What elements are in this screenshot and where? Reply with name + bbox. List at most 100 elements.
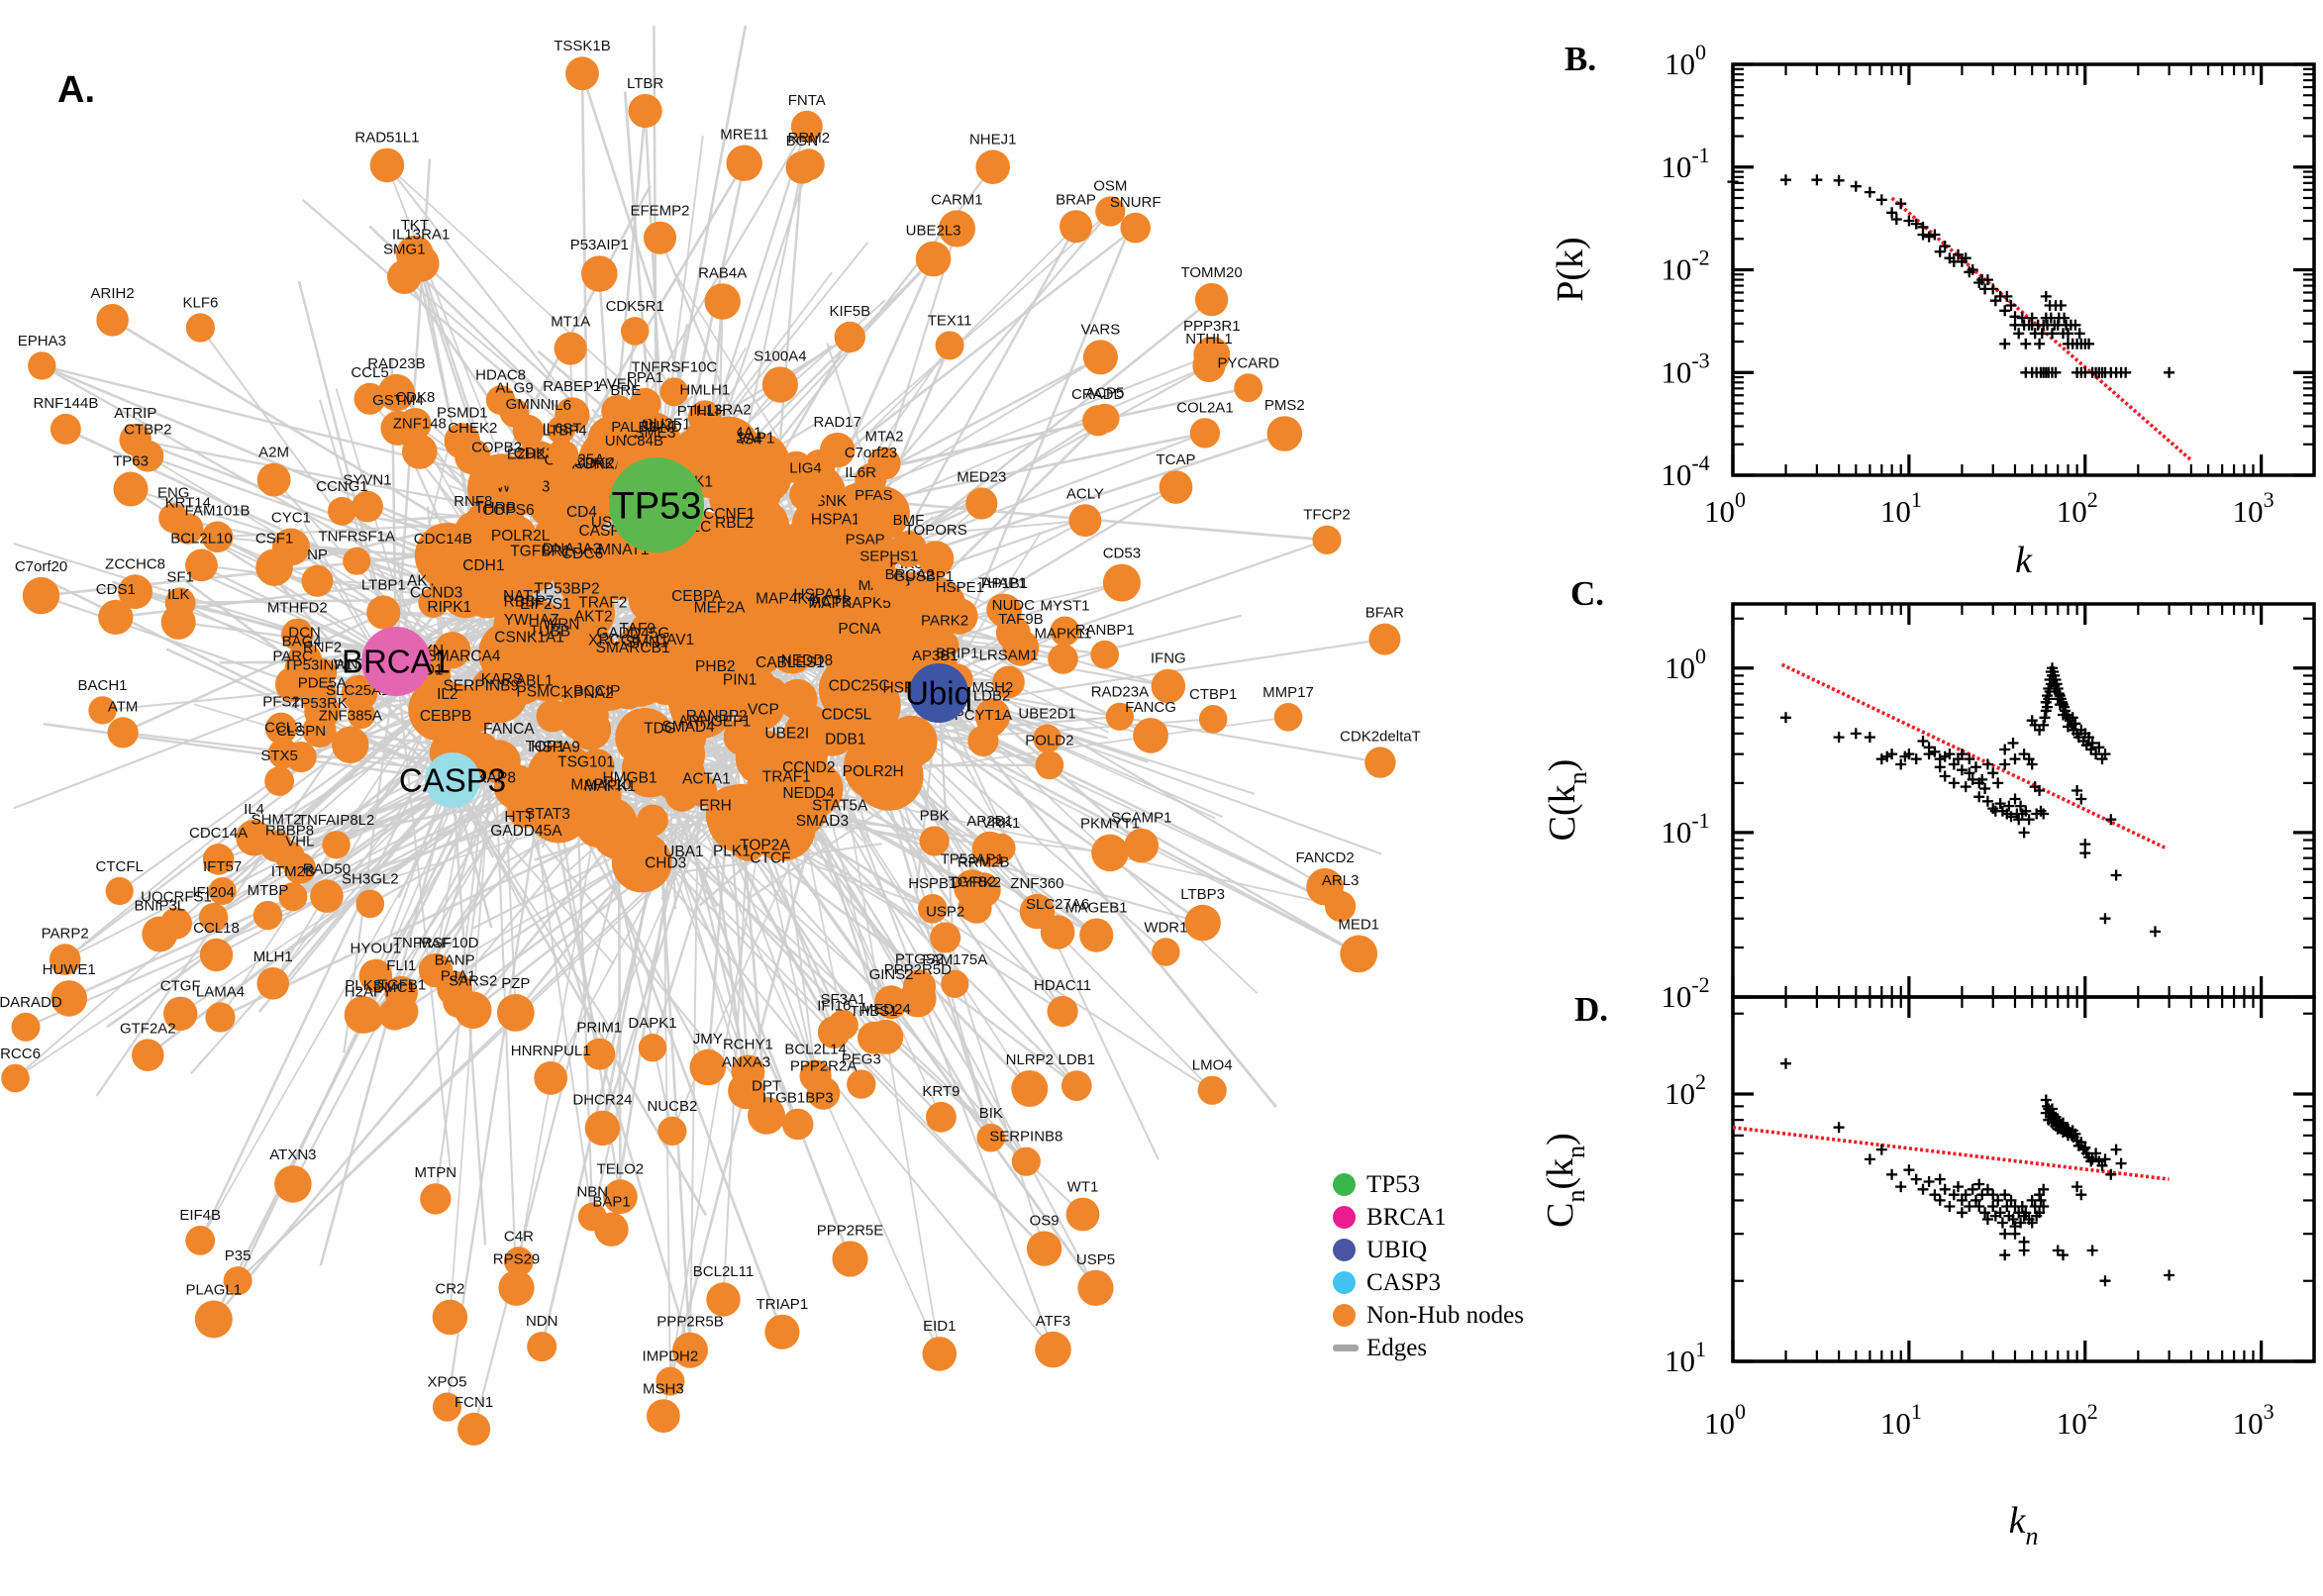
- gene-label: CYC1: [271, 510, 311, 527]
- gene-label: ABL1: [516, 673, 554, 690]
- fit-line: [1732, 1125, 2170, 1181]
- gene-node: [444, 423, 480, 459]
- core-node: [452, 552, 495, 596]
- gene-label: UQCRFS1: [141, 889, 212, 906]
- gene-label: KPNA2: [563, 685, 614, 702]
- gene-node: [283, 851, 316, 884]
- gene-label: RAD51L1: [354, 130, 419, 147]
- axis-ticks: [1731, 604, 2314, 999]
- gene-label: CCL5: [351, 364, 388, 381]
- gene-node: [201, 521, 234, 553]
- gene-node: [656, 1366, 685, 1396]
- gene-label: MAPK10: [570, 776, 632, 793]
- gene-label: RNF144B: [33, 395, 98, 412]
- gene-label: SH3GL2: [342, 871, 399, 888]
- gene-label: BRIP1: [936, 645, 978, 661]
- gene-label: KRT14: [165, 494, 211, 511]
- y-tick-label: 101: [1665, 1337, 1706, 1378]
- gene-label: GADD45G: [596, 626, 669, 643]
- gene-label: BFAR: [1365, 605, 1404, 622]
- y-tick-label: 10-1: [1661, 143, 1709, 184]
- gene-label: DDB1: [825, 731, 865, 748]
- x-tick-label: 103: [2233, 1399, 2274, 1441]
- gene-node: [264, 712, 298, 745]
- gene-node: [322, 831, 351, 859]
- gene-node: [11, 1012, 41, 1042]
- gene-node: [424, 549, 462, 587]
- gene-label: JMY: [693, 1031, 723, 1047]
- core-node: [738, 533, 772, 567]
- core-node: [677, 617, 712, 651]
- gene-label: RAD17: [814, 414, 861, 431]
- gene-label: PPP2R5D: [884, 961, 953, 978]
- hub-label-tp53: TP53: [612, 485, 702, 527]
- gene-node: [352, 490, 383, 523]
- gene-node: [1102, 563, 1141, 602]
- gene-label: SF1: [166, 568, 194, 585]
- gene-node: [1011, 1070, 1049, 1107]
- gene-node: [603, 1179, 638, 1215]
- gene-label: RABEP1: [543, 378, 601, 395]
- x-tick-label: 101: [1880, 1399, 1922, 1441]
- gene-node: [1026, 1231, 1062, 1266]
- gene-node: [1193, 336, 1231, 373]
- gene-label: TP53RK: [291, 695, 348, 712]
- gene-label: EIF4B: [179, 1207, 221, 1224]
- gene-label: IL6: [551, 397, 571, 414]
- gene-node: [358, 958, 393, 993]
- gene-label: HMLH1: [679, 381, 730, 398]
- gene-label: PPP3R1: [1183, 318, 1241, 335]
- gene-label: THRB: [474, 500, 516, 517]
- gene-label: LAMA4: [196, 983, 245, 1000]
- gene-label: PZP: [501, 975, 530, 992]
- gene-node: [485, 385, 516, 415]
- gene-label: GUSBP1: [893, 568, 954, 585]
- y-tick-label: 100: [1665, 644, 1706, 685]
- x-axis-title: kn: [2009, 1500, 2039, 1550]
- gene-label: PLK3: [345, 977, 381, 994]
- gene-node: [198, 903, 229, 933]
- gene-node: [504, 1247, 534, 1276]
- gene-label: IL13RA1: [392, 227, 450, 244]
- hub-nodes-layer: TP53 BRCA1 CASP3 Ubiq: [342, 457, 972, 808]
- legend-edge-icon: [1333, 1345, 1359, 1351]
- gene-label: TGFB2: [949, 874, 996, 891]
- gene-label: DMC1: [373, 979, 416, 996]
- gene-label: ITGB1BP3: [762, 1090, 834, 1107]
- gene-node: [1194, 282, 1229, 317]
- gene-label: ATXN3: [269, 1147, 316, 1163]
- gene-label: SMAD3: [796, 813, 849, 830]
- core-node: [465, 732, 498, 764]
- gene-node: [1090, 640, 1119, 669]
- gene-node: [278, 882, 308, 912]
- gene-label: RNF2: [303, 640, 342, 656]
- core-node: [654, 745, 692, 782]
- gene-label: BANP: [435, 952, 475, 969]
- gene-node: [419, 953, 454, 988]
- gene-node: [256, 967, 290, 1000]
- gene-node: [965, 487, 998, 520]
- gene-label: TUBB: [530, 624, 570, 641]
- hub-node-casp3: [425, 752, 480, 808]
- gene-node: [527, 1332, 557, 1362]
- gene-label: PTHLH: [677, 403, 726, 420]
- gene-label: HSPA9: [531, 739, 580, 755]
- gene-label: TP53BP2: [534, 581, 599, 598]
- gene-node: [971, 831, 1008, 867]
- legend-label: TP53: [1366, 1170, 1421, 1198]
- gene-node: [704, 283, 741, 320]
- gene-label: NDN: [526, 1313, 558, 1330]
- gene-label: PPA1: [627, 369, 663, 386]
- gene-label: TNFRSF1A: [318, 529, 395, 546]
- gene-label: MTHFD2: [267, 600, 328, 617]
- gene-label: IL13RA2: [693, 402, 751, 419]
- gene-label: SERPINB8: [989, 1129, 1062, 1146]
- gene-label: VRK1: [981, 815, 1020, 832]
- gene-node: [286, 643, 323, 678]
- gene-label: CAV1: [656, 632, 694, 648]
- gene-label: TNFAIP8L2: [298, 812, 375, 829]
- y-axis-title: P(k): [1550, 237, 1591, 301]
- gene-label: BCL2L10: [170, 531, 233, 548]
- core-node: [720, 642, 760, 682]
- gene-label: PARK2: [921, 612, 968, 629]
